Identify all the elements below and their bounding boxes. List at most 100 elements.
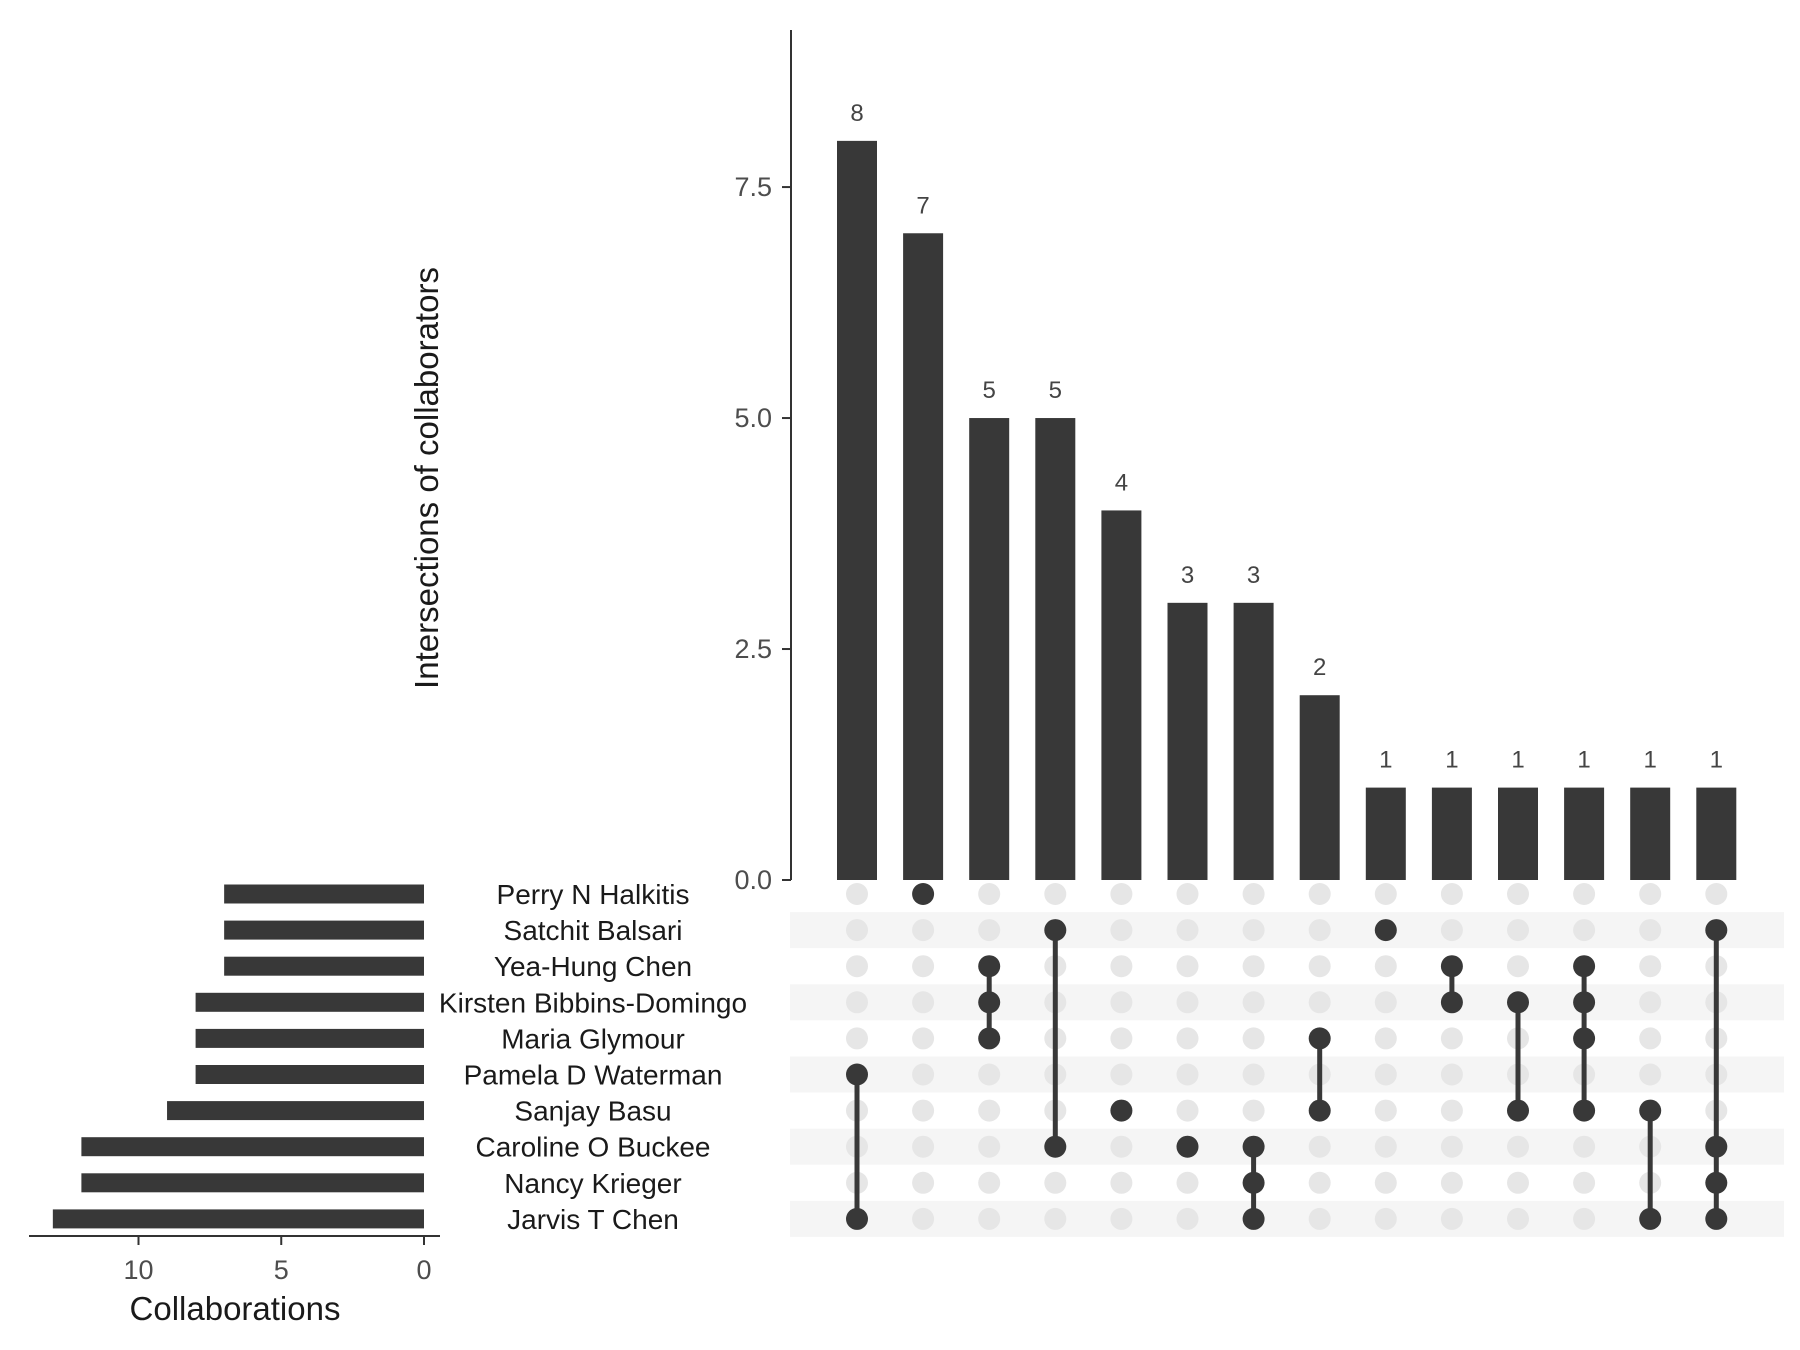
set-names: Perry N Halkitis Satchit Balsari Yea-Hung …	[439, 879, 747, 1235]
matrix-dot-inactive	[978, 1207, 1001, 1230]
matrix-dot-inactive	[846, 1027, 868, 1050]
matrix-dot-inactive	[978, 883, 1001, 905]
intersection-bar-label: 5	[983, 377, 996, 404]
matrix-dot-inactive	[1110, 883, 1133, 905]
matrix-dot-inactive	[912, 1027, 935, 1050]
set-size-bar	[195, 992, 424, 1012]
matrix-dot-inactive	[1573, 1207, 1596, 1230]
matrix-dot-inactive	[912, 1063, 935, 1086]
set-name: Pamela D Waterman	[464, 1060, 723, 1091]
matrix-dot-active	[1507, 991, 1529, 1014]
matrix-stripe	[790, 1200, 1784, 1237]
matrix-dot-inactive	[1507, 1171, 1529, 1194]
matrix-dot-inactive	[1308, 1171, 1331, 1194]
set-name: Kirsten Bibbins-Domingo	[439, 987, 747, 1018]
matrix-dot-inactive	[1242, 1099, 1265, 1122]
matrix-dot-active	[846, 1063, 868, 1086]
matrix-dot-inactive	[912, 919, 935, 942]
matrix-dot-inactive	[1374, 1027, 1397, 1050]
matrix-dot-inactive	[912, 1099, 935, 1122]
intersection-bar-label: 2	[1313, 654, 1326, 681]
matrix-dot-inactive	[1242, 883, 1265, 905]
matrix-dot-inactive	[1374, 1135, 1397, 1158]
intersection-tick-label: 7.5	[734, 172, 772, 202]
matrix-dot-inactive	[1242, 955, 1265, 978]
matrix-dot-inactive	[1242, 1063, 1265, 1086]
matrix-dot-active	[978, 1027, 1001, 1050]
set-size-bar	[224, 884, 424, 904]
matrix-dot-inactive	[1374, 1207, 1397, 1230]
set-size-bar	[195, 1028, 424, 1048]
intersection-bar	[1564, 787, 1605, 880]
matrix-dot-active	[978, 955, 1001, 978]
intersection-bar	[1696, 787, 1737, 880]
matrix-dot-inactive	[1639, 1027, 1662, 1050]
set-size-tick-label: 0	[416, 1255, 431, 1285]
matrix-dot-active	[1110, 1099, 1133, 1122]
matrix-dot-inactive	[1308, 955, 1331, 978]
set-size-axis: 10 5 0	[29, 1235, 440, 1285]
intersection-bar	[1167, 602, 1208, 880]
set-name: Jarvis T Chen	[507, 1204, 679, 1235]
intersection-axis: 0.0 2.5 5.0 7.5	[734, 30, 792, 895]
matrix-dot-inactive	[978, 1135, 1001, 1158]
matrix-dot-inactive	[912, 991, 935, 1014]
matrix-dot-active	[1573, 1027, 1596, 1050]
intersection-bar	[1299, 695, 1340, 880]
matrix-dot-inactive	[1573, 919, 1596, 942]
matrix-dot-inactive	[1308, 991, 1331, 1014]
matrix-dot-inactive	[1176, 1027, 1199, 1050]
matrix-dot-inactive	[1110, 991, 1133, 1014]
matrix-dot-inactive	[1110, 1171, 1133, 1194]
matrix-dot-inactive	[1044, 1207, 1067, 1230]
intersection-bar	[1035, 418, 1076, 880]
matrix-dot-active	[1308, 1027, 1331, 1050]
matrix-dot-active	[1507, 1099, 1529, 1122]
matrix-dot-active	[1440, 991, 1463, 1014]
matrix-dot-inactive	[1374, 1063, 1397, 1086]
set-size-tick-label: 10	[123, 1255, 153, 1285]
matrix-dot-active	[1573, 1099, 1596, 1122]
matrix-dot-inactive	[1044, 1171, 1067, 1194]
set-size-bar	[195, 1065, 424, 1084]
set-name: Perry N Halkitis	[497, 879, 690, 910]
intersection-bar	[969, 418, 1010, 880]
matrix-dot-inactive	[1176, 1063, 1199, 1086]
intersection-tick-label: 5.0	[734, 403, 772, 433]
matrix-dot-active	[1573, 991, 1596, 1014]
matrix-dot-inactive	[1176, 1099, 1199, 1122]
set-size-bar	[52, 1209, 425, 1229]
intersection-bar-label: 1	[1511, 747, 1524, 774]
set-name: Satchit Balsari	[504, 915, 683, 946]
set-name: Maria Glymour	[501, 1023, 685, 1054]
matrix-dot-inactive	[1440, 919, 1463, 942]
matrix-dot-inactive	[1440, 883, 1463, 905]
intersection-bar-label: 8	[850, 100, 863, 127]
matrix-dot-inactive	[1507, 919, 1529, 942]
matrix-dot-inactive	[1440, 1027, 1463, 1050]
matrix-dot-inactive	[1176, 919, 1199, 942]
matrix-dot-active	[1242, 1135, 1265, 1158]
matrix-dot-active	[1044, 919, 1067, 942]
matrix-dot-inactive	[846, 883, 868, 905]
set-name: Sanjay Basu	[514, 1096, 671, 1127]
matrix-stripe	[790, 912, 1784, 949]
set-name: Caroline O Buckee	[475, 1132, 710, 1163]
intersection-axis-title: Intersections of collaborators	[408, 267, 445, 689]
intersection-tick-label: 2.5	[734, 634, 772, 664]
intersection-bar-label: 1	[1577, 747, 1590, 774]
intersection-bars	[837, 140, 1737, 880]
matrix-dot-inactive	[846, 919, 868, 942]
matrix-dot-inactive	[846, 991, 868, 1014]
intersection-bar-label: 5	[1049, 377, 1062, 404]
matrix-dot-active	[1374, 919, 1397, 942]
intersection-bar	[1101, 510, 1142, 880]
intersection-bar	[1365, 787, 1406, 880]
matrix-dot-inactive	[1573, 883, 1596, 905]
set-size-bar	[224, 956, 424, 976]
matrix-dot-inactive	[1242, 919, 1265, 942]
matrix-dot-inactive	[1507, 1135, 1529, 1158]
set-size-bar	[224, 920, 424, 940]
intersection-bar-label: 3	[1181, 562, 1194, 589]
